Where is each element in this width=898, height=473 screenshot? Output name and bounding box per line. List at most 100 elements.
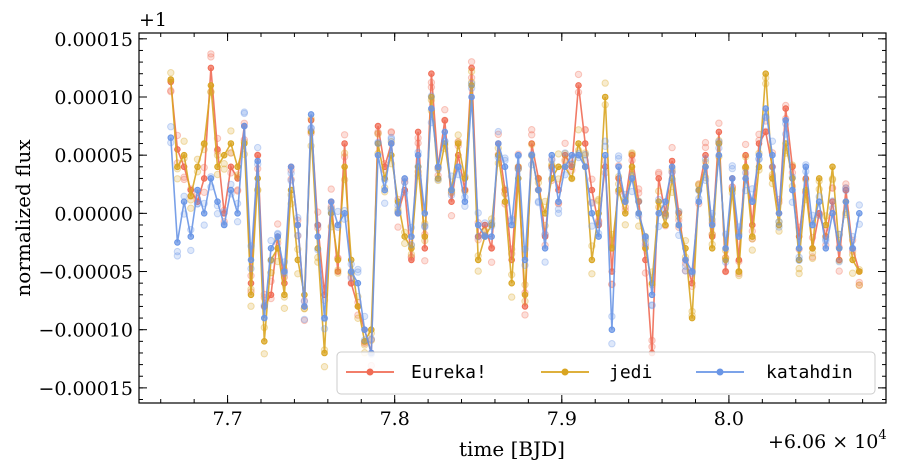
scatter-point-eureka [808, 253, 817, 261]
data-point-katahdin [742, 175, 749, 182]
data-point-eureka [528, 140, 536, 147]
scatter-point-eureka [200, 188, 208, 197]
data-point-katahdin [688, 268, 696, 275]
scatter-point-eureka [855, 281, 863, 289]
scatter-point-katahdin [267, 236, 275, 245]
scatter-point-eureka [387, 128, 395, 137]
data-point-katahdin [608, 326, 616, 334]
data-point-eureka [428, 70, 435, 77]
scatter-point-eureka [447, 212, 456, 220]
scatter-point-katahdin [434, 175, 442, 183]
data-point-eureka [341, 140, 348, 147]
scatter-point-katahdin [320, 325, 329, 333]
scatter-point-katahdin [240, 108, 249, 116]
data-point-katahdin [200, 210, 208, 217]
data-point-katahdin [301, 303, 308, 310]
data-point-katahdin [294, 221, 302, 229]
scatter-point-katahdin [300, 315, 309, 324]
scatter-point-katahdin [715, 144, 723, 152]
data-point-eureka [200, 175, 208, 182]
scatter-point-jedi [340, 149, 349, 157]
data-point-jedi [849, 256, 856, 264]
data-point-katahdin [535, 186, 542, 194]
data-point-eureka [588, 186, 596, 194]
data-point-katahdin [755, 151, 763, 159]
data-point-jedi [749, 233, 756, 240]
scatter-point-jedi [454, 131, 462, 139]
data-point-katahdin [842, 198, 850, 205]
data-point-katahdin [254, 157, 262, 165]
scatter-point-katahdin [233, 218, 242, 226]
data-point-jedi [555, 163, 562, 171]
data-point-eureka [488, 245, 495, 252]
scatter-point-eureka [207, 53, 215, 61]
legend: Eureka! jedi katahdin [336, 351, 876, 395]
scatter-point-katahdin [200, 221, 208, 229]
data-point-jedi [474, 256, 482, 264]
scatter-point-jedi [655, 187, 663, 195]
scatter-point-katahdin [481, 219, 489, 227]
scatter-point-katahdin [494, 153, 502, 162]
scatter-point-katahdin [721, 258, 730, 266]
data-point-katahdin [187, 233, 195, 240]
scatter-point-jedi [808, 254, 817, 263]
scatter-point-katahdin [795, 256, 803, 265]
scatter-point-katahdin [601, 142, 609, 151]
data-point-katahdin [615, 163, 622, 171]
data-point-katahdin [488, 233, 495, 240]
data-point-jedi [715, 140, 723, 147]
scatter-point-katahdin [775, 223, 783, 231]
series-line-katahdin [170, 96, 861, 354]
data-point-katahdin [575, 151, 582, 159]
data-point-katahdin [815, 198, 823, 205]
scatter-point-katahdin [374, 138, 382, 147]
data-point-katahdin [735, 233, 743, 240]
scatter-point-katahdin [334, 207, 342, 216]
data-point-jedi [735, 268, 743, 275]
data-point-katahdin [501, 163, 509, 171]
scatter-point-jedi [407, 250, 416, 258]
data-point-katahdin [174, 239, 181, 246]
data-point-katahdin [495, 140, 502, 147]
scatter-point-eureka [494, 130, 502, 139]
data-point-katahdin [762, 105, 770, 112]
scatter-point-jedi [628, 150, 636, 158]
scatter-point-katahdin [655, 222, 663, 231]
data-point-jedi [421, 233, 429, 240]
scatter-point-jedi [320, 363, 329, 371]
data-point-eureka [762, 128, 770, 136]
data-point-katahdin [789, 186, 796, 194]
data-point-jedi [167, 76, 175, 83]
scatter-point-katahdin [581, 150, 589, 159]
data-point-eureka [207, 64, 215, 72]
scatter-point-eureka [487, 258, 496, 266]
data-point-katahdin [708, 221, 716, 229]
data-point-jedi [662, 221, 669, 229]
data-point-eureka [414, 128, 422, 136]
data-point-katahdin [388, 140, 395, 147]
data-point-katahdin [180, 198, 188, 205]
scatter-point-katahdin [775, 218, 783, 226]
data-point-jedi [568, 175, 576, 182]
data-point-katahdin [702, 163, 709, 171]
y-tick-label: −0.00005 [39, 262, 134, 284]
data-point-jedi [247, 291, 255, 299]
scatter-point-eureka [668, 143, 676, 152]
data-point-eureka [421, 245, 429, 252]
data-point-katahdin [555, 198, 562, 205]
scatter-point-eureka [207, 50, 215, 58]
data-point-katahdin [628, 175, 636, 182]
scatter-point-katahdin [354, 265, 362, 274]
data-point-katahdin [835, 245, 843, 252]
data-point-eureka [575, 82, 582, 89]
scatter-point-katahdin [842, 184, 850, 192]
scatter-point-jedi [848, 269, 857, 277]
legend-label-katahdin: katahdin [766, 362, 853, 383]
data-point-katahdin [321, 314, 328, 322]
data-point-katahdin [856, 210, 863, 217]
data-point-jedi [856, 268, 863, 275]
scatter-point-eureka [467, 58, 476, 66]
data-point-eureka [374, 122, 382, 130]
data-point-katahdin [595, 233, 602, 240]
